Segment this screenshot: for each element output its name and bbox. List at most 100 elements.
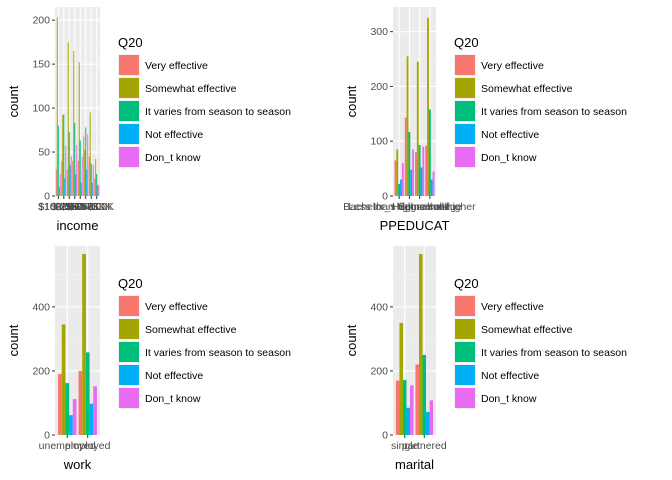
legend-label: Not effective: [145, 129, 203, 141]
legend-key: [455, 101, 475, 121]
legend-label: Don_t know: [481, 152, 537, 164]
legend-key: [455, 147, 475, 167]
bar: [83, 136, 85, 196]
legend-key: [119, 319, 139, 339]
y-tick-label: 400: [370, 301, 388, 313]
bar: [410, 169, 413, 196]
legend-key: [455, 388, 475, 408]
bar: [422, 354, 427, 435]
legend-title: Q20: [454, 35, 479, 50]
bar: [61, 324, 66, 435]
legend-key: [455, 319, 475, 339]
bar: [55, 169, 57, 196]
bar: [69, 415, 73, 435]
legend-label: Very effective: [145, 60, 208, 72]
bar: [59, 174, 61, 196]
legend-title: Q20: [454, 276, 479, 291]
bar: [58, 374, 62, 435]
legend-key: [455, 365, 475, 385]
legend-label: It varies from season to season: [145, 106, 291, 118]
bar: [57, 125, 59, 196]
legend-key: [119, 388, 139, 408]
y-tick-label: 200: [370, 365, 388, 377]
bar: [399, 322, 403, 435]
legend-label: Somewhat effective: [481, 324, 573, 336]
bar: [418, 145, 421, 196]
bar: [400, 179, 402, 196]
legend-key: [119, 365, 139, 385]
bar: [72, 160, 74, 196]
legend-label: Somewhat effective: [145, 83, 237, 95]
legend-label: Not effective: [481, 129, 539, 141]
bar: [427, 17, 429, 196]
legend-key: [119, 124, 139, 144]
x-tick-label: Bachelor_s degree or higher: [343, 201, 476, 213]
bar: [418, 254, 423, 435]
bar: [84, 150, 86, 196]
bar: [88, 156, 90, 196]
legend-label: Very effective: [481, 60, 544, 72]
x-tick-label: $75-100K: [68, 201, 114, 213]
bar: [81, 156, 83, 196]
bar: [92, 165, 94, 196]
x-tick-label: $150K+: [51, 201, 88, 213]
legend-key: [455, 78, 475, 98]
legend-key: [119, 78, 139, 98]
bar: [73, 50, 75, 196]
legend-label: Not effective: [481, 370, 539, 382]
y-tick-label: 0: [44, 191, 50, 203]
bar: [415, 364, 419, 435]
bar: [62, 115, 64, 196]
y-tick-label: 100: [32, 103, 50, 115]
legend-title: Q20: [118, 276, 143, 291]
bar: [65, 145, 67, 196]
legend-label: It varies from season to season: [481, 347, 627, 359]
bar: [79, 140, 81, 196]
bar: [398, 183, 401, 196]
bar: [64, 178, 66, 196]
x-tick-label: $35-50K: [60, 201, 100, 213]
x-axis-title: marital: [395, 457, 434, 472]
x-tick-label: employed: [65, 440, 111, 452]
bar: [80, 182, 82, 196]
x-tick-label: $100-150K: [38, 201, 89, 213]
legend-key: [119, 101, 139, 121]
legend-key: [119, 342, 139, 362]
legend-label: Very effective: [481, 301, 544, 313]
bar: [406, 407, 411, 435]
bar: [93, 386, 97, 435]
bar: [428, 109, 431, 196]
bar: [412, 149, 414, 196]
bar: [410, 385, 414, 435]
bar: [425, 145, 428, 196]
bar: [394, 160, 397, 196]
y-axis-title: count: [344, 324, 359, 356]
bar: [402, 379, 407, 435]
bar: [78, 370, 83, 435]
bar: [429, 400, 434, 435]
bar: [426, 411, 430, 435]
x-axis-title: PPEDUCAT: [380, 218, 450, 233]
bar: [61, 160, 63, 196]
bar: [91, 182, 93, 196]
x-tick-label: High school: [392, 201, 447, 213]
bar: [75, 174, 77, 196]
x-tick-label: Some college: [398, 201, 462, 213]
y-axis-title: count: [6, 324, 21, 356]
bar: [67, 42, 69, 196]
bar: [96, 174, 98, 196]
legend-key: [455, 124, 475, 144]
y-axis-title: count: [344, 85, 359, 117]
bar: [401, 163, 404, 196]
legend-key: [455, 342, 475, 362]
bar: [416, 61, 419, 196]
bar: [86, 169, 88, 196]
legend-label: It varies from season to season: [481, 106, 627, 118]
bar: [432, 171, 435, 196]
bar: [78, 62, 80, 196]
